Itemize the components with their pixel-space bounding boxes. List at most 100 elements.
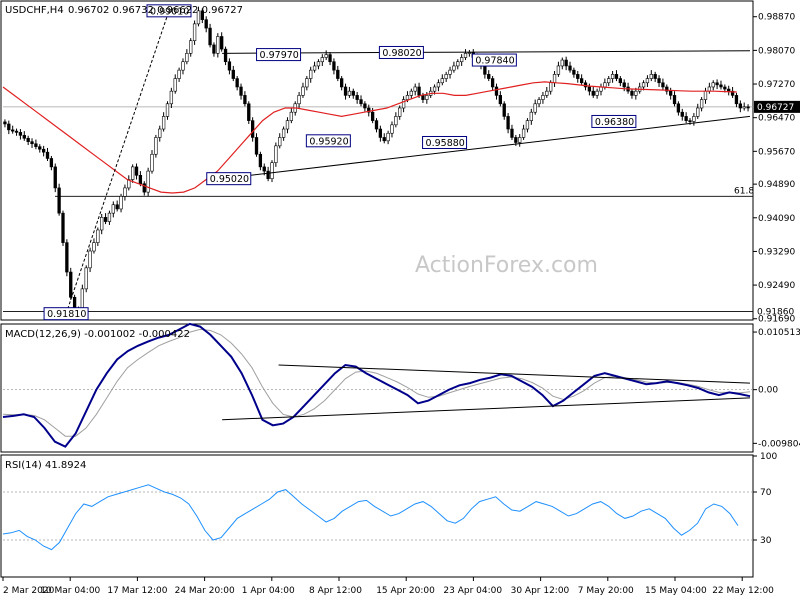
x-tick-label: 30 Apr 12:00 (511, 586, 570, 596)
candle-body (452, 65, 456, 71)
price-y-tick-label: 0.91690 (758, 315, 795, 325)
candle-body (707, 86, 712, 92)
candle-body (614, 74, 619, 79)
candle-body (425, 95, 429, 100)
candle-body (518, 137, 522, 143)
candle-body (669, 90, 673, 96)
candle-body (115, 204, 119, 210)
candle-body (661, 82, 665, 88)
candle-body (583, 82, 588, 88)
candle-body (456, 61, 460, 67)
candle-body (525, 120, 530, 130)
candle-body (235, 78, 239, 88)
candle-body (100, 217, 104, 231)
price-trendline (222, 50, 751, 54)
price-y-tick-label: 0.95670 (758, 147, 795, 157)
candle-body (38, 146, 42, 150)
candle-body (413, 86, 417, 92)
x-tick-label: 23 Apr 04:00 (443, 586, 502, 596)
price-y-tick-label: 0.98070 (758, 46, 795, 56)
macd-y-tick-label: 0.010513 (758, 328, 800, 338)
candle-body (684, 116, 688, 121)
candle-body (703, 90, 708, 100)
candle-body (169, 90, 174, 105)
macd-title: MACD(12,26,9) -0.001002 -0.000422 (5, 329, 190, 340)
candle-body (254, 137, 259, 155)
candle-body (262, 166, 266, 172)
candle-body (212, 44, 216, 54)
candle-body (134, 166, 139, 176)
candle-body (715, 82, 719, 86)
candle-body (370, 111, 375, 121)
candle-body (332, 61, 336, 71)
candle-body (692, 116, 696, 122)
candle-body (247, 103, 251, 121)
candle-body (459, 57, 464, 63)
candle-body (405, 95, 410, 100)
candle-body (734, 95, 739, 105)
candle-body (316, 61, 321, 67)
candle-body (301, 86, 305, 96)
candle-body (363, 103, 367, 109)
candle-body (103, 217, 108, 222)
candle-body (440, 78, 444, 84)
candle-body (343, 86, 348, 96)
candle-body (309, 69, 313, 79)
candle-body (556, 65, 561, 75)
candle-body (653, 74, 657, 79)
candle-body (549, 82, 553, 92)
candle-body (630, 90, 634, 96)
candle-body (243, 95, 247, 105)
candle-body (138, 175, 143, 185)
candle-body (742, 106, 746, 109)
candle-body (285, 120, 290, 130)
price-annotation-label: 0.98020 (382, 48, 421, 59)
candle-body (448, 69, 452, 75)
price-level-label: 0.91860 (757, 308, 794, 318)
candle-body (231, 69, 235, 79)
candle-body (572, 69, 576, 75)
candle-body (158, 128, 162, 138)
candle-body (88, 250, 92, 269)
rsi-line (2, 484, 739, 551)
candle-body (367, 107, 371, 113)
candle-body (220, 36, 224, 50)
price-annotation-box (146, 4, 192, 18)
candle-body (239, 86, 243, 96)
candle-body (347, 90, 352, 96)
candle-body (386, 132, 390, 142)
candle-body (161, 116, 166, 130)
candle-body (568, 65, 572, 71)
price-trendline (65, 10, 170, 314)
candle-body (92, 242, 96, 252)
candle-body (541, 95, 545, 100)
candle-body (591, 90, 595, 96)
candle-body (18, 132, 23, 136)
price-level-label: 61.8 (734, 186, 754, 196)
candle-body (320, 57, 324, 63)
candle-body (649, 74, 653, 79)
x-tick-label: 15 May 04:00 (645, 586, 707, 596)
candle-body (142, 183, 146, 193)
candle-body (216, 36, 220, 54)
candle-body (390, 124, 394, 134)
x-tick-label: 1 Apr 04:00 (242, 586, 295, 596)
candle-body (359, 99, 363, 105)
candle-body (510, 128, 514, 138)
candle-body (699, 99, 704, 109)
candle-body (444, 74, 448, 79)
candle-body (65, 242, 69, 273)
candle-body (560, 59, 564, 67)
candle-body (26, 137, 30, 142)
candle-body (378, 128, 383, 138)
candle-body (196, 10, 201, 25)
candle-body (270, 162, 274, 179)
candle-body (738, 103, 742, 109)
candle-body (634, 90, 638, 96)
candle-body (579, 78, 584, 84)
candle-body (521, 128, 526, 138)
x-tick-label: 17 Mar 12:00 (107, 586, 167, 596)
candle-body (490, 78, 495, 88)
macd-y-tick-label: -0.009804 (758, 439, 800, 449)
